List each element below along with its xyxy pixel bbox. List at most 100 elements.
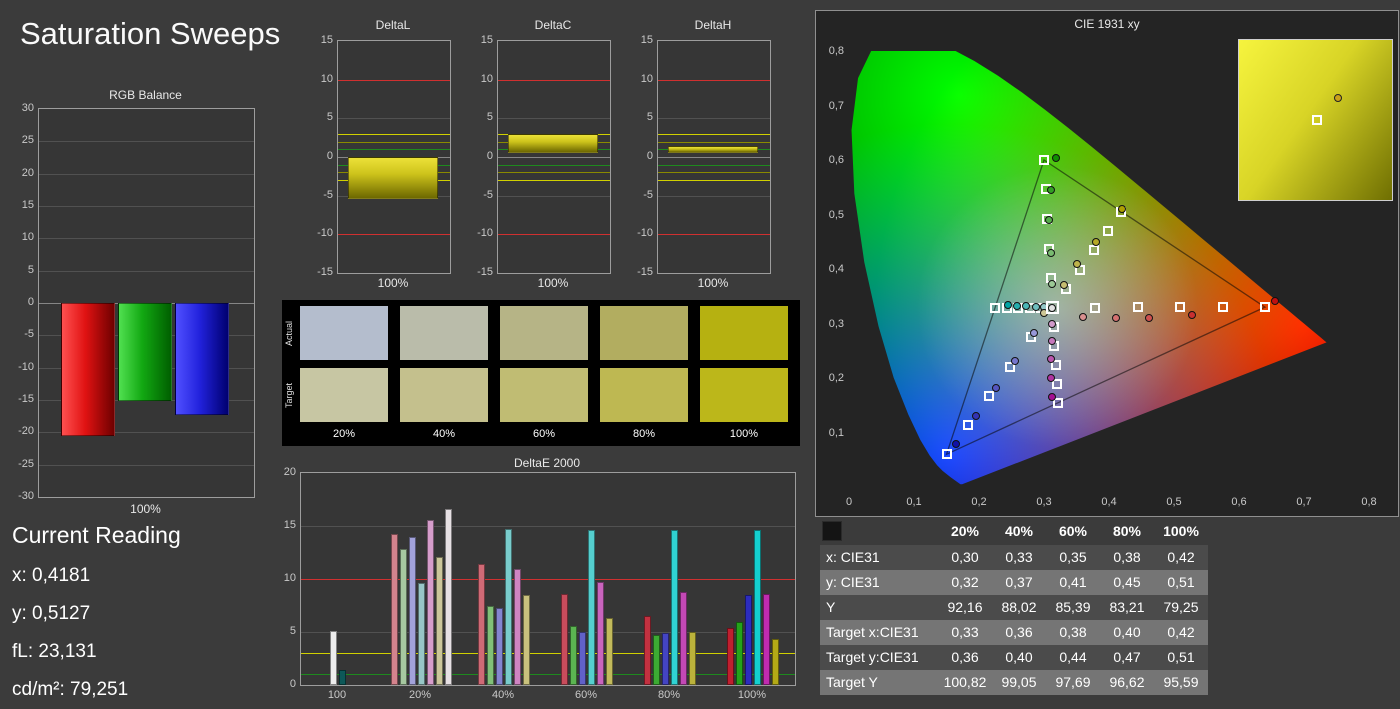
de-ref-line <box>301 653 795 655</box>
table-header-cell: 100% <box>1163 523 1199 539</box>
cie-inset-measured-point <box>1334 93 1343 102</box>
table-row-label: Y <box>826 599 836 615</box>
cie-xtick-label: 0,6 <box>1231 496 1247 508</box>
swatch-col-label: 60% <box>532 428 556 440</box>
rgb-gridline <box>39 238 254 240</box>
table-cell: 0,42 <box>1167 624 1195 640</box>
rgb-ytick-label: 0 <box>27 296 34 308</box>
de-bar <box>662 633 669 685</box>
de-bar <box>505 529 512 685</box>
delta_l-ref-line <box>338 79 450 81</box>
rgb-ytick-label: 20 <box>21 166 34 179</box>
cie-xtick-label: 0,2 <box>971 496 987 508</box>
delta-c-xlabel: 100% <box>537 276 569 290</box>
cie-measured-point-magenta <box>1047 374 1056 382</box>
current-reading-x: x: 0,4181 <box>12 565 91 586</box>
table-cell: 0,51 <box>1167 574 1195 590</box>
delta_h-ref-line <box>658 133 770 135</box>
delta_h-ytick-label: 0 <box>646 150 653 162</box>
swatch-col-label: 20% <box>332 428 356 440</box>
cie-measured-point-red <box>1145 314 1154 323</box>
cie-ytick-label: 0,4 <box>828 263 844 275</box>
cie-measured-point-blue <box>1011 356 1020 365</box>
de-bar <box>399 549 407 685</box>
table-row[interactable]: Target x:CIE31 0,33 0,36 0,38 0,40 0,42 <box>820 620 1208 645</box>
actual-swatch <box>500 306 588 360</box>
rgb-ytick-label: -15 <box>18 393 34 405</box>
table-row[interactable]: Target y:CIE31 0,36 0,40 0,44 0,47 0,51 <box>820 645 1208 670</box>
delta_h-gridline <box>658 195 770 197</box>
rgb-balance-xlabel: 100% <box>130 502 161 516</box>
cie-title: CIE 1931 xy <box>1074 17 1140 31</box>
table-cell: 96,62 <box>1109 674 1145 690</box>
delta_h-ytick-label: 5 <box>646 111 653 124</box>
de-bar <box>754 530 761 685</box>
table-cell: 0,44 <box>1059 649 1087 665</box>
swatch-comparison-panel: Actual Target 20% 40% 60% 80% 100% <box>282 300 800 446</box>
de-bar <box>523 594 530 685</box>
cie-measured-point-magenta <box>1047 336 1056 345</box>
rgb-bar-red <box>61 303 115 436</box>
delta_h-ytick-label: -10 <box>637 227 653 240</box>
table-cell: 0,40 <box>1113 624 1141 640</box>
rgb-bar-green <box>118 303 172 402</box>
delta_c-ref-line <box>498 164 610 166</box>
rgb-gridline <box>39 432 254 434</box>
table-row[interactable]: y: CIE31 0,32 0,37 0,41 0,45 0,51 <box>820 570 1208 595</box>
delta_c-ytick-label: 5 <box>486 111 493 124</box>
de-ytick-label: 20 <box>283 466 296 478</box>
delta_h-zero-line <box>658 157 770 158</box>
cie-target-square-magenta <box>1050 359 1061 370</box>
cie-target-square-red <box>1217 302 1228 313</box>
de-bar <box>478 564 485 685</box>
de-ref-line <box>301 674 795 676</box>
delta_c-ref-line <box>498 180 610 182</box>
cie-measured-point-cyan <box>1013 301 1022 310</box>
delta_h-ref-line <box>658 79 770 81</box>
cie-target-square-magenta <box>1052 378 1062 389</box>
cie-inset-target-square <box>1312 115 1323 125</box>
table-cell: 88,02 <box>1001 599 1037 615</box>
table-row[interactable]: x: CIE31 0,30 0,33 0,35 0,38 0,42 <box>820 545 1208 570</box>
delta_h-ytick-label: -15 <box>637 266 653 278</box>
target-swatch <box>500 368 588 422</box>
delta-c-chart: DeltaC 100% 15 10 5 0 -5 -10 -15 <box>469 10 615 295</box>
de-ytick-label: 0 <box>289 678 296 690</box>
delta-h-title: DeltaH <box>694 18 732 32</box>
de-bar <box>339 670 346 685</box>
cie-measured-point-cyan <box>1022 302 1031 311</box>
cie-inset-zoom <box>1238 39 1393 201</box>
cie-xtick-label: 0,8 <box>1361 496 1377 508</box>
table-cell: 99,05 <box>1001 674 1037 690</box>
table-cell: 0,37 <box>1005 574 1033 590</box>
table-cell: 83,21 <box>1109 599 1145 615</box>
delta_h-ref-line <box>658 234 770 236</box>
delta_c-bar <box>508 133 598 154</box>
cie-measured-point-yellow <box>1059 281 1068 290</box>
de-bar <box>426 519 434 685</box>
cie-xtick-label: 0,4 <box>1101 496 1117 508</box>
table-row[interactable]: Y 92,16 88,02 85,39 83,21 79,25 <box>820 595 1208 620</box>
rgb-gridline <box>39 173 254 175</box>
cie-measured-point-cyan <box>1031 302 1040 311</box>
swatch-col-label: 80% <box>632 428 656 440</box>
table-row[interactable]: Target Y 100,82 99,05 97,69 96,62 95,59 <box>820 670 1208 695</box>
de-bar <box>727 627 734 685</box>
cie-xtick-label: 0,7 <box>1296 496 1312 508</box>
cie-measured-point-green <box>1047 280 1056 289</box>
table-header-cell: 60% <box>1058 523 1088 539</box>
delta_c-zero-line <box>498 157 610 158</box>
de-bar <box>408 536 416 685</box>
de-bar <box>390 534 398 685</box>
de-ref-line <box>301 579 795 580</box>
delta_h-ytick-label: -5 <box>643 188 653 201</box>
target-swatch <box>400 368 488 422</box>
delta_h-ref-line <box>658 172 770 174</box>
table-cell: 0,36 <box>951 649 979 665</box>
de-xtick-label: 40% <box>491 689 515 701</box>
table-cell: 0,32 <box>951 574 979 590</box>
de-gridline <box>301 632 795 633</box>
table-cell: 0,38 <box>1059 624 1087 640</box>
de-bar <box>597 582 604 685</box>
delta-l-title: DeltaL <box>375 18 411 32</box>
